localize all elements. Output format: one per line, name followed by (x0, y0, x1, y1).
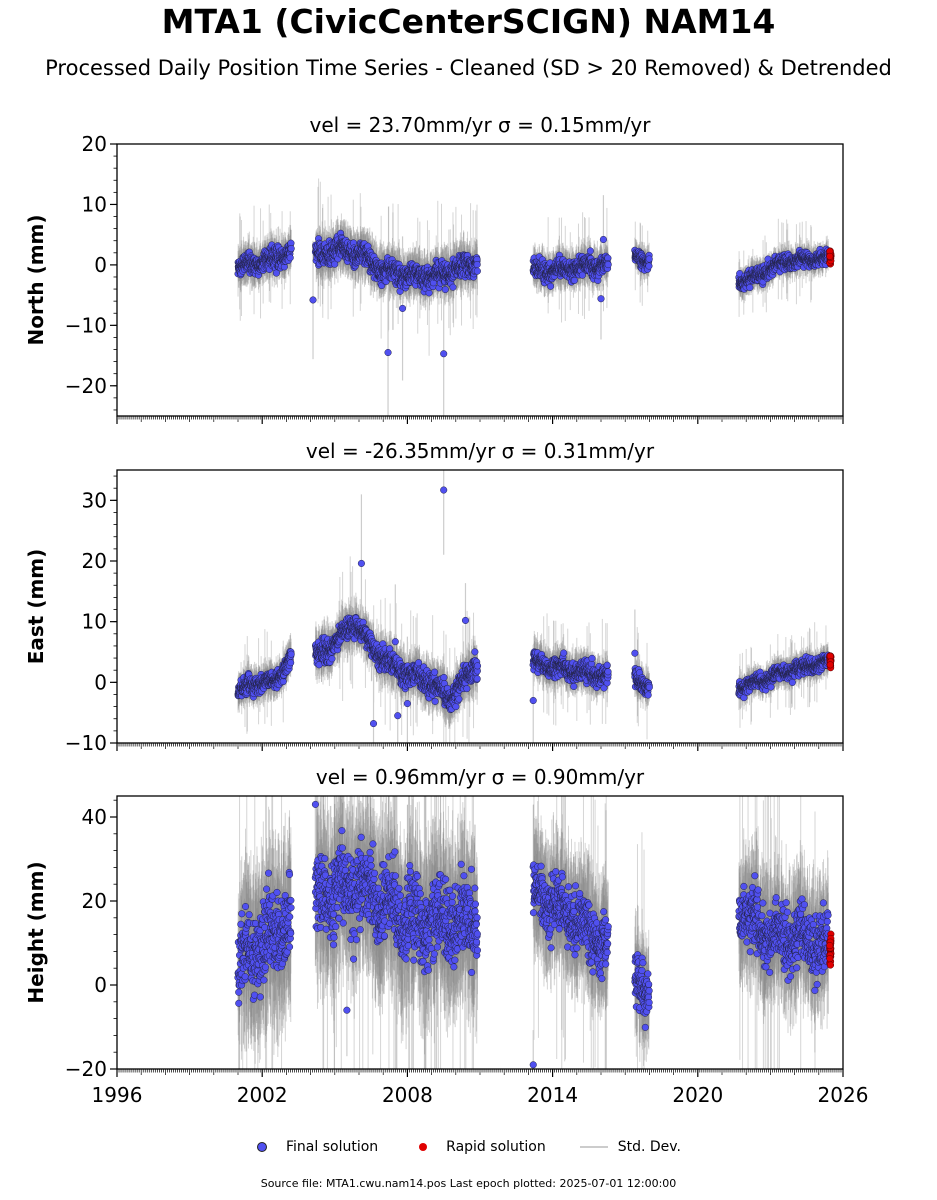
final-solution-point (287, 244, 295, 253)
final-solution-point (440, 350, 448, 358)
y-tick-label: 20 (82, 132, 107, 156)
final-solution-point (384, 348, 392, 357)
chart-subtitle: Processed Daily Position Time Series - C… (45, 56, 892, 80)
final-solution-point (473, 267, 481, 275)
final-solution-point (645, 255, 653, 263)
final-solution-point (599, 235, 607, 244)
final-solution-point (547, 282, 555, 290)
chart-title: MTA1 (CivicCenterSCIGN) NAM14 (161, 2, 776, 41)
final-solution-point (586, 247, 594, 255)
data-points (234, 229, 835, 358)
final-solution-point (597, 295, 605, 303)
final-solution-point (473, 261, 481, 269)
y-tick-label: −10 (65, 313, 107, 337)
final-solution-point (399, 304, 407, 312)
final-solution-point (645, 262, 653, 270)
final-solution-point (746, 284, 754, 292)
final-solution-point (578, 271, 586, 279)
y-tick-label: 10 (82, 192, 107, 216)
final-solution-point (441, 285, 449, 294)
final-solution-point (286, 254, 294, 262)
y-tick-label: 0 (94, 253, 107, 277)
plot-frame (116, 143, 844, 417)
final-solution-point (309, 296, 317, 304)
rapid-solution-point (826, 252, 834, 260)
std-dev-bars (237, 178, 829, 416)
final-solution-point (570, 276, 578, 284)
final-solution-point (449, 283, 457, 291)
y-tick-label: −20 (65, 374, 107, 398)
final-solution-point (331, 260, 339, 268)
final-solution-point (604, 261, 612, 269)
